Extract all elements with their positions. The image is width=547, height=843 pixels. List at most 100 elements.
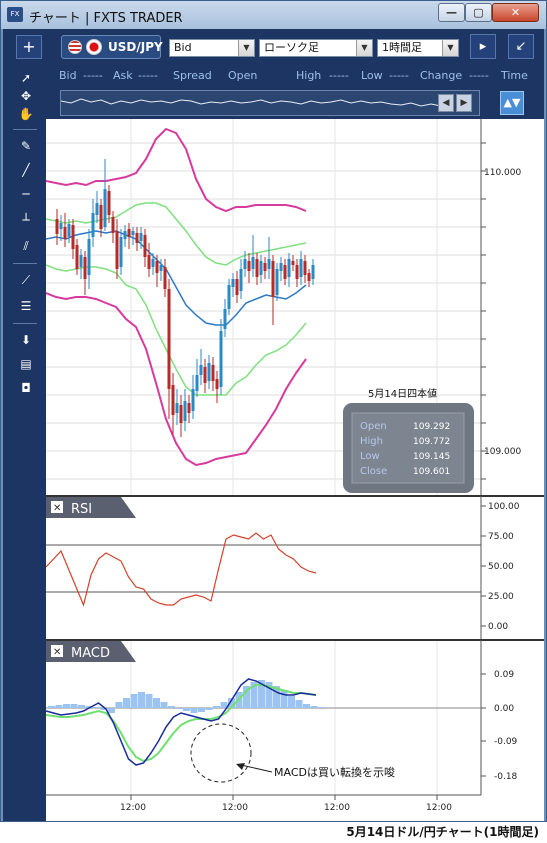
list-icon[interactable]: ▤ xyxy=(20,357,32,371)
histogram-bar xyxy=(85,706,93,708)
candle-body xyxy=(123,231,127,239)
candle-body xyxy=(63,227,67,239)
macd-histogram xyxy=(48,680,325,713)
chart-window: FX チャート | FXTS TRADER — ▢ ✕ + USD/JPY Bi… xyxy=(0,0,547,822)
histogram-bar xyxy=(138,692,145,708)
candle-body xyxy=(243,259,247,269)
histogram-bar xyxy=(310,706,318,708)
candle-body xyxy=(255,259,259,277)
annotation-arrowhead xyxy=(236,763,245,770)
histogram-bar xyxy=(198,708,205,712)
title-bar[interactable]: FX チャート | FXTS TRADER — ▢ ✕ xyxy=(1,1,546,29)
histogram-bar xyxy=(303,704,310,708)
close-icon: ✕ xyxy=(510,6,521,19)
candle-body xyxy=(67,224,71,237)
ohlc-high-value: 109.772 xyxy=(413,437,450,447)
candle-body xyxy=(75,245,79,269)
scroll-left-button[interactable]: ◀ xyxy=(438,94,454,112)
ohlc-open-label: Open xyxy=(360,421,387,432)
download-icon[interactable]: ⬇ xyxy=(20,333,32,347)
detach-window-button[interactable]: ↙ xyxy=(508,34,534,59)
histogram-bar xyxy=(205,708,213,710)
candle-body xyxy=(103,189,107,227)
timeframe-select[interactable]: 1時間足 ▼ xyxy=(377,39,459,57)
rsi-close-button[interactable] xyxy=(51,501,63,513)
channel-icon[interactable]: ⫽ xyxy=(23,239,29,253)
macd-signal-line xyxy=(46,684,317,763)
price-type-select[interactable]: Bid ▼ xyxy=(169,39,255,57)
auto-scale-button[interactable]: ▲▼ xyxy=(500,91,524,115)
chart-area[interactable]: 110.000 109.000 5月14日四本値 Open 109.292 Hi… xyxy=(46,119,544,821)
candle-body xyxy=(163,267,167,289)
histogram-bar xyxy=(153,698,160,708)
candle-body xyxy=(83,257,87,279)
candle-body xyxy=(139,233,143,241)
candle-body xyxy=(239,269,243,291)
bollinger-lower-outer xyxy=(46,292,307,467)
open-label: Open xyxy=(228,69,258,82)
price-label-109: 109.000 xyxy=(484,447,521,457)
change-value: ----- xyxy=(469,69,489,82)
macd-close-button[interactable] xyxy=(51,645,63,657)
candle-body xyxy=(151,259,155,267)
candle-body xyxy=(311,265,315,279)
timeframe-value: 1時間足 xyxy=(382,41,422,54)
candle-body xyxy=(299,259,303,277)
rsi-panel-bg xyxy=(46,496,544,640)
crosshair-icon[interactable]: ✥ xyxy=(20,89,32,103)
histogram-bar xyxy=(250,682,258,708)
chart-type-select[interactable]: ローソク足 ▼ xyxy=(259,39,373,57)
close-button[interactable]: ✕ xyxy=(492,3,539,22)
currency-pair-button[interactable]: USD/JPY xyxy=(61,35,163,59)
candle-body xyxy=(115,231,119,269)
ohlc-close-value: 109.601 xyxy=(413,467,450,477)
time-label: 12:00 xyxy=(426,803,452,813)
candle-body xyxy=(111,217,115,233)
trendline-icon[interactable]: ╱ xyxy=(22,163,30,177)
macd-axis-label: 0.00 xyxy=(494,704,514,714)
cursor-icon[interactable]: ➚ xyxy=(20,71,32,85)
price-axis xyxy=(481,142,486,480)
rsi-axis-label: 50.00 xyxy=(488,562,514,572)
us-flag-icon xyxy=(68,40,82,54)
histogram-bar xyxy=(220,702,228,708)
candle-body xyxy=(175,403,179,413)
candle-body xyxy=(303,261,307,275)
chart-canvas[interactable]: 110.000 109.000 5月14日四本値 Open 109.292 Hi… xyxy=(46,119,544,821)
rate-header-row: Bid ----- Ask ----- Spread Open High ---… xyxy=(46,65,544,87)
candle-body xyxy=(191,389,195,411)
annotation-arrow xyxy=(240,764,273,773)
vertical-line-icon[interactable]: ┴ xyxy=(22,213,30,227)
sidebar-divider xyxy=(13,129,37,130)
rsi-axis: 100.00 75.00 50.00 25.00 0.00 xyxy=(481,502,520,632)
expand-panel-button[interactable]: ▸ xyxy=(470,34,496,59)
candle-body xyxy=(91,213,95,237)
low-value: ----- xyxy=(389,69,409,82)
macd-panel-title: MACD xyxy=(71,646,110,661)
horizontal-line-icon[interactable]: ─ xyxy=(22,187,30,201)
price-label-110: 110.000 xyxy=(484,168,521,178)
macd-annotation: MACDは買い転換を示唆 xyxy=(274,765,395,779)
candle-body xyxy=(263,263,267,271)
pen-icon[interactable]: ✎ xyxy=(20,139,32,153)
ohlc-info-box: 5月14日四本値 Open 109.292 High 109.772 Low 1… xyxy=(343,387,474,493)
histogram-bar xyxy=(130,694,138,708)
candle-body xyxy=(235,279,239,295)
figure-caption: 5月14日ドル/円チャート(1時間足) xyxy=(346,825,539,839)
maximize-button[interactable]: ▢ xyxy=(465,3,492,22)
navigator-scrollbar[interactable] xyxy=(60,90,480,116)
scroll-right-button[interactable]: ▶ xyxy=(456,94,472,112)
camera-icon[interactable]: ◘ xyxy=(21,381,31,395)
time-label: 12:00 xyxy=(120,803,146,813)
histogram-bar xyxy=(265,682,273,708)
candle-body xyxy=(251,257,255,269)
macd-axis-label: 0.09 xyxy=(494,670,514,680)
close-icon: ✕ xyxy=(53,647,61,658)
fibonacci-icon[interactable]: ☰ xyxy=(20,299,32,313)
histogram-bar xyxy=(78,705,85,708)
add-chart-button[interactable]: + xyxy=(16,35,42,59)
fan-icon[interactable]: ⟋ xyxy=(21,273,31,287)
minimize-button[interactable]: — xyxy=(438,3,465,22)
hand-icon[interactable]: ✋ xyxy=(18,107,34,121)
histogram-bar xyxy=(190,708,198,713)
